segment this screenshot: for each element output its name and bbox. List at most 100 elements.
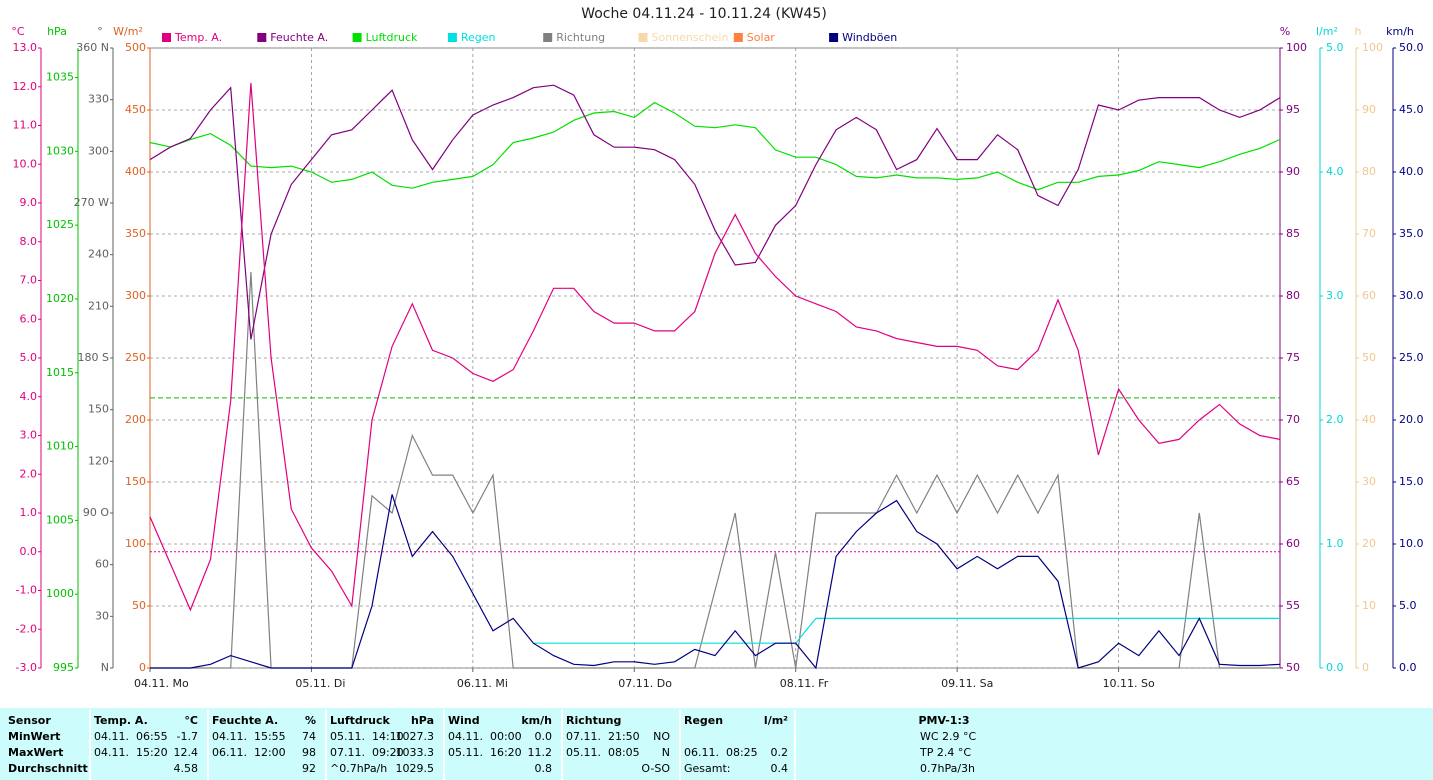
y-tick-label: 0 xyxy=(1362,661,1369,674)
y-tick-label: 200 xyxy=(125,413,146,426)
table-cell: 05.11. 08:05 xyxy=(566,746,640,759)
y-tick-label: 70 xyxy=(1362,227,1376,240)
x-tick-label: 09.11. Sa xyxy=(941,677,993,690)
y-tick-label: 20 xyxy=(1362,537,1376,550)
y-tick-label: 250 xyxy=(125,351,146,364)
legend-label: Regen xyxy=(461,31,496,44)
x-tick-label: 06.11. Mi xyxy=(457,677,508,690)
series-line xyxy=(149,101,1281,191)
y-tick-label: 12.0 xyxy=(13,80,38,93)
table-value: 11.2 xyxy=(528,746,553,759)
y-tick-label: 300 xyxy=(125,289,146,302)
table-value: 98 xyxy=(302,746,316,759)
table-header: Regen xyxy=(684,714,723,727)
series-line xyxy=(149,84,1281,340)
y-tick-label: 3.0 xyxy=(1326,289,1344,302)
table-cell: 04.11. 15:20 xyxy=(94,746,168,759)
y-tick-label: 80 xyxy=(1362,165,1376,178)
y-tick-label: 0.0 xyxy=(1326,661,1344,674)
y-tick-label: 13.0 xyxy=(13,41,38,54)
table-value: 12.4 xyxy=(174,746,199,759)
y-tick-label: 90 O xyxy=(83,506,109,519)
table-cell: ^0.7hPa/h xyxy=(330,762,387,775)
table-header: Feuchte A. xyxy=(212,714,278,727)
table-header: Temp. A. xyxy=(94,714,148,727)
chart-title: Woche 04.11.24 - 10.11.24 (KW45) xyxy=(581,6,827,22)
legend-label: Temp. A. xyxy=(174,31,222,44)
legend-swatch xyxy=(829,33,839,42)
y-tick-label: 60 xyxy=(95,558,109,571)
y-tick-label: 10.0 xyxy=(13,157,38,170)
table-value: NO xyxy=(653,730,670,743)
table-value: O-SO xyxy=(641,762,670,775)
y-tick-label: 1030 xyxy=(46,144,74,157)
y-tick-label: 9.0 xyxy=(20,196,38,209)
legend-label: Luftdruck xyxy=(366,31,418,44)
pmv-line: WC 2.9 °C xyxy=(920,730,977,743)
pmv-line: 0.7hPa/3h xyxy=(920,762,975,775)
y-tick-label: 0.0 xyxy=(1399,661,1417,674)
table-value: 0.2 xyxy=(771,746,789,759)
y-tick-label: 80 xyxy=(1286,289,1300,302)
y-tick-label: 55 xyxy=(1286,599,1300,612)
y-tick-label: 450 xyxy=(125,103,146,116)
y-tick-label: 1005 xyxy=(46,513,74,526)
y-tick-label: 65 xyxy=(1286,475,1300,488)
y-tick-label: -1.0 xyxy=(16,584,37,597)
y-tick-label: 180 S xyxy=(78,351,109,364)
series-line xyxy=(533,617,1280,644)
y-tick-label: 210 xyxy=(88,299,109,312)
y-tick-label: 20.0 xyxy=(1399,413,1424,426)
y-tick-label: 60 xyxy=(1362,289,1376,302)
y-tick-label: 11.0 xyxy=(13,119,38,132)
y-tick-label: 1015 xyxy=(46,366,74,379)
table-value: -1.7 xyxy=(177,730,198,743)
y-tick-label: -2.0 xyxy=(16,622,37,635)
x-tick-label: 10.11. So xyxy=(1103,677,1155,690)
y-tick-label: 0 xyxy=(139,661,146,674)
table-cell: 07.11. 09:20 xyxy=(330,746,404,759)
table-unit: l/m² xyxy=(764,714,788,727)
axis-unit: °C xyxy=(11,25,25,38)
y-tick-label: 3.0 xyxy=(20,429,38,442)
y-tick-label: 90 xyxy=(1286,165,1300,178)
series-line xyxy=(150,494,1281,670)
y-tick-label: 1035 xyxy=(46,71,74,84)
table-cell: 04.11. 06:55 xyxy=(94,730,168,743)
y-tick-label: 350 xyxy=(125,227,146,240)
table-cell: 04.11. 15:55 xyxy=(212,730,286,743)
legend-swatch xyxy=(543,33,553,42)
y-tick-label: 270 W xyxy=(74,196,109,209)
table-header: Luftdruck xyxy=(330,714,391,727)
y-tick-label: 40.0 xyxy=(1399,165,1424,178)
axis-unit: hPa xyxy=(47,25,67,38)
y-tick-label: 2.0 xyxy=(1326,413,1344,426)
table-unit: hPa xyxy=(411,714,434,727)
y-tick-label: 10 xyxy=(1362,599,1376,612)
y-tick-label: 1.0 xyxy=(20,506,38,519)
y-tick-label: 400 xyxy=(125,165,146,178)
table-unit: km/h xyxy=(521,714,552,727)
y-tick-label: 5.0 xyxy=(20,351,38,364)
y-tick-label: 1020 xyxy=(46,292,74,305)
axis-unit: ° xyxy=(97,25,103,38)
table-value: N xyxy=(662,746,670,759)
axis-unit: W/m² xyxy=(113,25,143,38)
y-tick-label: 30.0 xyxy=(1399,289,1424,302)
y-tick-label: 40 xyxy=(1362,413,1376,426)
y-tick-label: 60 xyxy=(1286,537,1300,550)
legend-label: Sonnenschein xyxy=(652,31,729,44)
y-tick-label: 70 xyxy=(1286,413,1300,426)
y-tick-label: 5.0 xyxy=(1326,41,1344,54)
y-tick-label: 35.0 xyxy=(1399,227,1424,240)
table-header: Sensor xyxy=(8,714,51,727)
series-line xyxy=(149,82,1281,612)
table-background xyxy=(0,708,1433,780)
y-tick-label: 120 xyxy=(88,454,109,467)
table-value: 92 xyxy=(302,762,316,775)
axis-unit: h xyxy=(1355,25,1362,38)
y-tick-label: 2.0 xyxy=(20,467,38,480)
x-tick-label: 05.11. Di xyxy=(295,677,345,690)
table-cell: 05.11. 16:20 xyxy=(448,746,522,759)
legend-label: Solar xyxy=(747,31,776,44)
